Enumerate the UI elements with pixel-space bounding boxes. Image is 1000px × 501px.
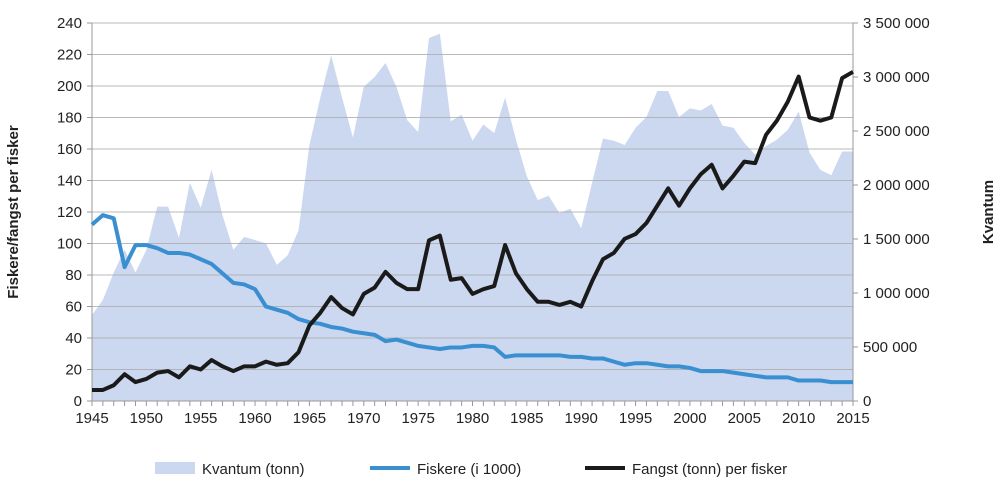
- y-tick-label: 200: [57, 78, 82, 95]
- y2-tick-label: 500 000: [863, 339, 917, 356]
- x-tick-label: 1975: [401, 410, 434, 427]
- x-tick-label: 1965: [293, 410, 326, 427]
- y-tick-label: 0: [74, 393, 82, 410]
- x-tick-label: 1945: [75, 410, 108, 427]
- x-tick-label: 1960: [238, 410, 271, 427]
- y-tick-label: 160: [57, 141, 82, 158]
- x-tick-label: 1970: [347, 410, 380, 427]
- y-tick-label: 60: [65, 299, 82, 316]
- y-tick-label: 80: [65, 267, 82, 284]
- y-tick-label: 100: [57, 236, 82, 253]
- line-fangst: [92, 70, 855, 392]
- x-tick-label: 1950: [130, 410, 163, 427]
- x-tick-label: 1985: [510, 410, 543, 427]
- y2-tick-label: 0: [863, 393, 871, 410]
- y2-tick-label: 2 000 000: [863, 177, 930, 194]
- y2-tick-label: 1 000 000: [863, 285, 930, 302]
- y2-tick-label: 1 500 000: [863, 231, 930, 248]
- x-tick-label: 2000: [673, 410, 706, 427]
- y-tick-label: 20: [65, 362, 82, 379]
- y-tick-label: 220: [57, 47, 82, 64]
- x-tick-label: 1990: [565, 410, 598, 427]
- y-tick-label: 240: [57, 15, 82, 32]
- y2-tick-label: 3 500 000: [863, 15, 930, 32]
- y-tick-label: 120: [57, 204, 82, 221]
- y-tick-label: 40: [65, 330, 82, 347]
- x-tick-label: 1955: [184, 410, 217, 427]
- x-tick-label: 1980: [456, 410, 489, 427]
- x-tick-label: 1995: [619, 410, 652, 427]
- y-tick-label: 180: [57, 110, 82, 127]
- y2-tick-label: 3 000 000: [863, 69, 930, 86]
- x-tick-label: 2015: [836, 410, 869, 427]
- y2-tick-label: 2 500 000: [863, 123, 930, 140]
- x-tick-label: 2005: [728, 410, 761, 427]
- line-fiskere: [90, 213, 853, 385]
- x-tick-label: 2010: [782, 410, 815, 427]
- y-tick-label: 140: [57, 173, 82, 190]
